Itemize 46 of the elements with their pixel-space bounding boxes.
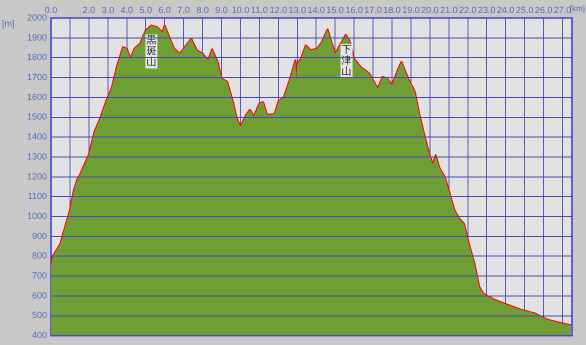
- x-tick-label: 13.0: [288, 5, 306, 16]
- y-tick-label: 400: [32, 330, 47, 340]
- x-tick-label: 12.0: [270, 5, 288, 16]
- x-tick-label: 16.0: [345, 5, 363, 16]
- y-tick-label: 800: [32, 250, 47, 261]
- x-tick-label: 22.0: [459, 5, 477, 16]
- x-tick-label: 11.0: [250, 5, 268, 16]
- x-tick-label: 4.0: [120, 5, 134, 16]
- y-tick-label: 1900: [26, 32, 47, 42]
- x-tick-label: 8.0: [196, 5, 209, 16]
- y-axis-title: [m]: [2, 18, 14, 28]
- x-tick-label: 6.0: [158, 5, 171, 16]
- y-tick-label: 1200: [26, 171, 47, 182]
- y-tick-label: 600: [32, 290, 47, 300]
- x-tick-label: 2.0: [82, 5, 96, 16]
- x-tick-label: 19.0: [402, 5, 420, 16]
- x-tick-label: 20.0: [421, 5, 439, 16]
- x-tick-label: 26.0: [534, 5, 552, 16]
- x-tick-label: 27.0: [554, 5, 572, 16]
- x-tick-label: 21.0: [440, 5, 458, 16]
- y-tick-label: 1700: [26, 72, 47, 82]
- y-tick-label: 1300: [26, 151, 47, 162]
- x-tick-label: 3.0: [102, 5, 114, 16]
- y-tick-label: 1100: [28, 191, 47, 202]
- x-tick-label: 24.0: [496, 5, 514, 16]
- x-tick-label: 18.0: [383, 5, 401, 16]
- x-tick-label: 5.0: [139, 5, 152, 16]
- y-tick-label: 1000: [26, 210, 47, 221]
- x-tick-label: 23.0: [478, 5, 496, 16]
- y-tick-label: 1600: [26, 92, 47, 102]
- x-tick-label: 17.0: [364, 5, 382, 16]
- x-tick-label: 10.0: [232, 5, 250, 16]
- y-tick-label: 900: [32, 230, 47, 241]
- x-tick-label: 15.0: [326, 5, 344, 16]
- x-tick-label: 9.0: [215, 5, 228, 16]
- y-tick-label: 1400: [26, 132, 47, 142]
- y-tick-label: 1500: [26, 112, 47, 122]
- x-tick-label: 25.0: [516, 5, 534, 16]
- y-tick-label: 2000: [26, 12, 47, 22]
- y-tick-label: 500: [32, 310, 47, 320]
- y-tick-label: 700: [32, 270, 47, 281]
- x-axis-title: [km]: [570, 4, 585, 14]
- x-tick-label: 7.0: [177, 5, 190, 16]
- x-tick-label: 14.0: [307, 5, 325, 16]
- x-tick-label: 0.0: [44, 5, 58, 16]
- y-tick-label: 1800: [26, 52, 47, 62]
